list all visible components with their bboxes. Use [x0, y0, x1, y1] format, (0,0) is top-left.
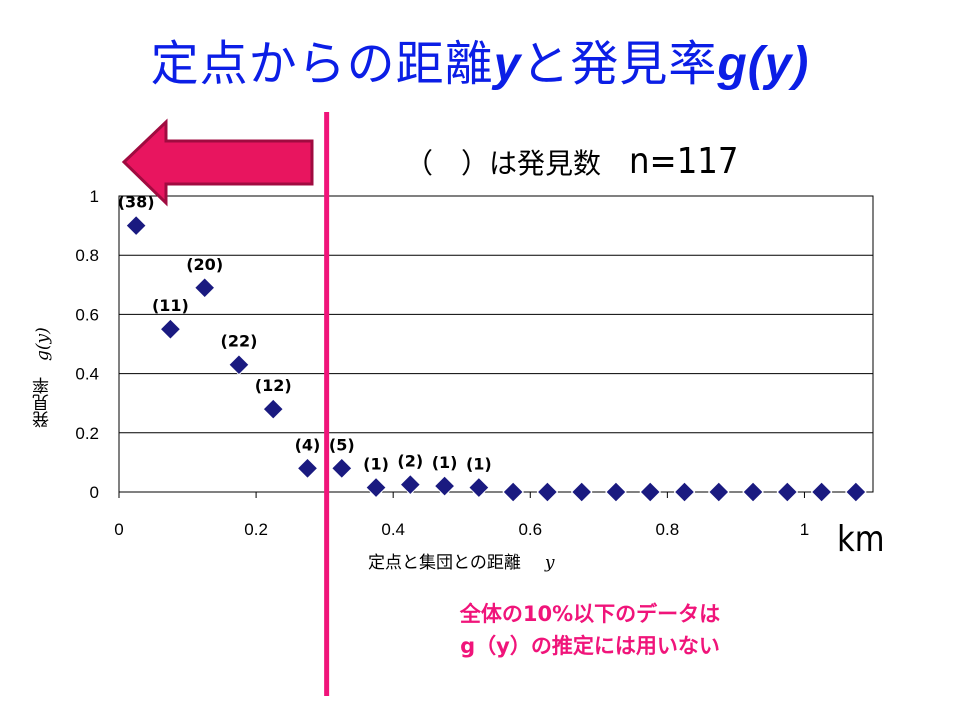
data-label: (11): [152, 296, 189, 315]
title-mid: と発見率: [521, 36, 718, 92]
title-main: 定点からの距離: [150, 36, 494, 92]
y-tick-label: 1: [90, 187, 99, 206]
y-axis-var: g(y): [33, 327, 53, 361]
data-label: (1): [466, 455, 492, 474]
x-axis-label: 定点と集団との距離: [368, 553, 521, 573]
data-label: (1): [432, 453, 458, 472]
data-point: [331, 457, 353, 480]
data-point: [776, 481, 799, 503]
caption-line-1: 全体の10%以下のデータは: [459, 602, 721, 626]
plot-area: [118, 195, 874, 493]
x-tick-label: 0.4: [381, 520, 405, 539]
y-tick-label: 0.2: [75, 424, 99, 443]
caption: 全体の10%以下のデータは g（y）の推定には用いない: [380, 598, 800, 662]
y-axis-title: 発見率 g(y): [28, 268, 58, 428]
y-tick-label: 0: [90, 483, 99, 502]
data-point: [399, 473, 422, 496]
data-label: (5): [329, 435, 355, 454]
data-point: [502, 481, 524, 503]
data-point: [296, 457, 319, 480]
data-point: [468, 476, 490, 499]
data-point: [570, 481, 593, 503]
data-points: [125, 214, 867, 503]
data-point: [708, 481, 730, 503]
slide-title: 定点からの距離yと発見率g(y): [0, 40, 960, 89]
data-label: (1): [363, 455, 389, 474]
data-point: [159, 318, 182, 340]
data-label: (38): [118, 193, 155, 212]
data-point: [365, 476, 387, 499]
y-tick-label: 0.8: [75, 246, 99, 265]
data-label: (12): [255, 376, 292, 395]
y-axis-label: 発見率: [33, 377, 53, 428]
data-point: [536, 481, 559, 503]
y-tick-label: 0.4: [75, 365, 99, 384]
data-label: (4): [295, 435, 321, 454]
data-point: [262, 398, 284, 420]
data-label: (2): [397, 452, 423, 471]
count-note: （ ）は発見数 n=117: [405, 144, 739, 180]
data-point: [193, 277, 216, 299]
x-tick-label: 0.2: [244, 520, 268, 539]
unit-label: km: [837, 519, 885, 560]
data-point: [673, 481, 696, 503]
title-var-gy: g(y): [717, 38, 810, 91]
data-point: [742, 481, 764, 503]
x-tick-label: 0.6: [518, 520, 542, 539]
x-tick-label: 1: [800, 520, 809, 539]
data-labels: (38) (11) (20) (22) (12) (4) (5) (1) (2) (1) (1): [118, 193, 492, 474]
x-tick-label: 0: [114, 520, 123, 539]
x-axis-title: 定点と集団との距離 y: [368, 555, 554, 572]
data-point: [810, 481, 833, 503]
data-point: [433, 475, 456, 497]
data-label: (20): [186, 255, 223, 274]
count-note-label: （ ）は発見数: [405, 147, 602, 180]
title-var-y: y: [493, 38, 522, 91]
data-point: [845, 481, 867, 503]
caption-line-2: g（y）の推定には用いない: [460, 634, 720, 658]
data-point: [125, 214, 147, 237]
data-point: [228, 354, 250, 376]
data-label: (22): [221, 332, 258, 351]
sample-size: n=117: [629, 141, 739, 182]
left-arrow-icon: [121, 118, 314, 207]
axis-ticks: 0 0.2 0.4 0.6 0.8 1 0 0.2 0.4 0.6 0.8 1: [75, 187, 809, 539]
data-point: [605, 481, 627, 503]
x-axis-var: y: [544, 553, 555, 573]
data-point: [639, 481, 661, 503]
y-tick-label: 0.6: [75, 305, 99, 324]
x-tick-label: 0.8: [656, 520, 680, 539]
